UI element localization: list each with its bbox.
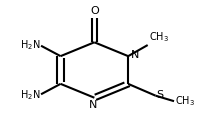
Text: CH$_3$: CH$_3$ [175,94,195,108]
Text: N: N [131,50,139,60]
Text: CH$_3$: CH$_3$ [149,31,169,44]
Text: N: N [89,100,98,110]
Text: S: S [156,90,163,100]
Text: H$_2$N: H$_2$N [20,38,40,52]
Text: O: O [90,6,99,16]
Text: H$_2$N: H$_2$N [20,88,40,102]
